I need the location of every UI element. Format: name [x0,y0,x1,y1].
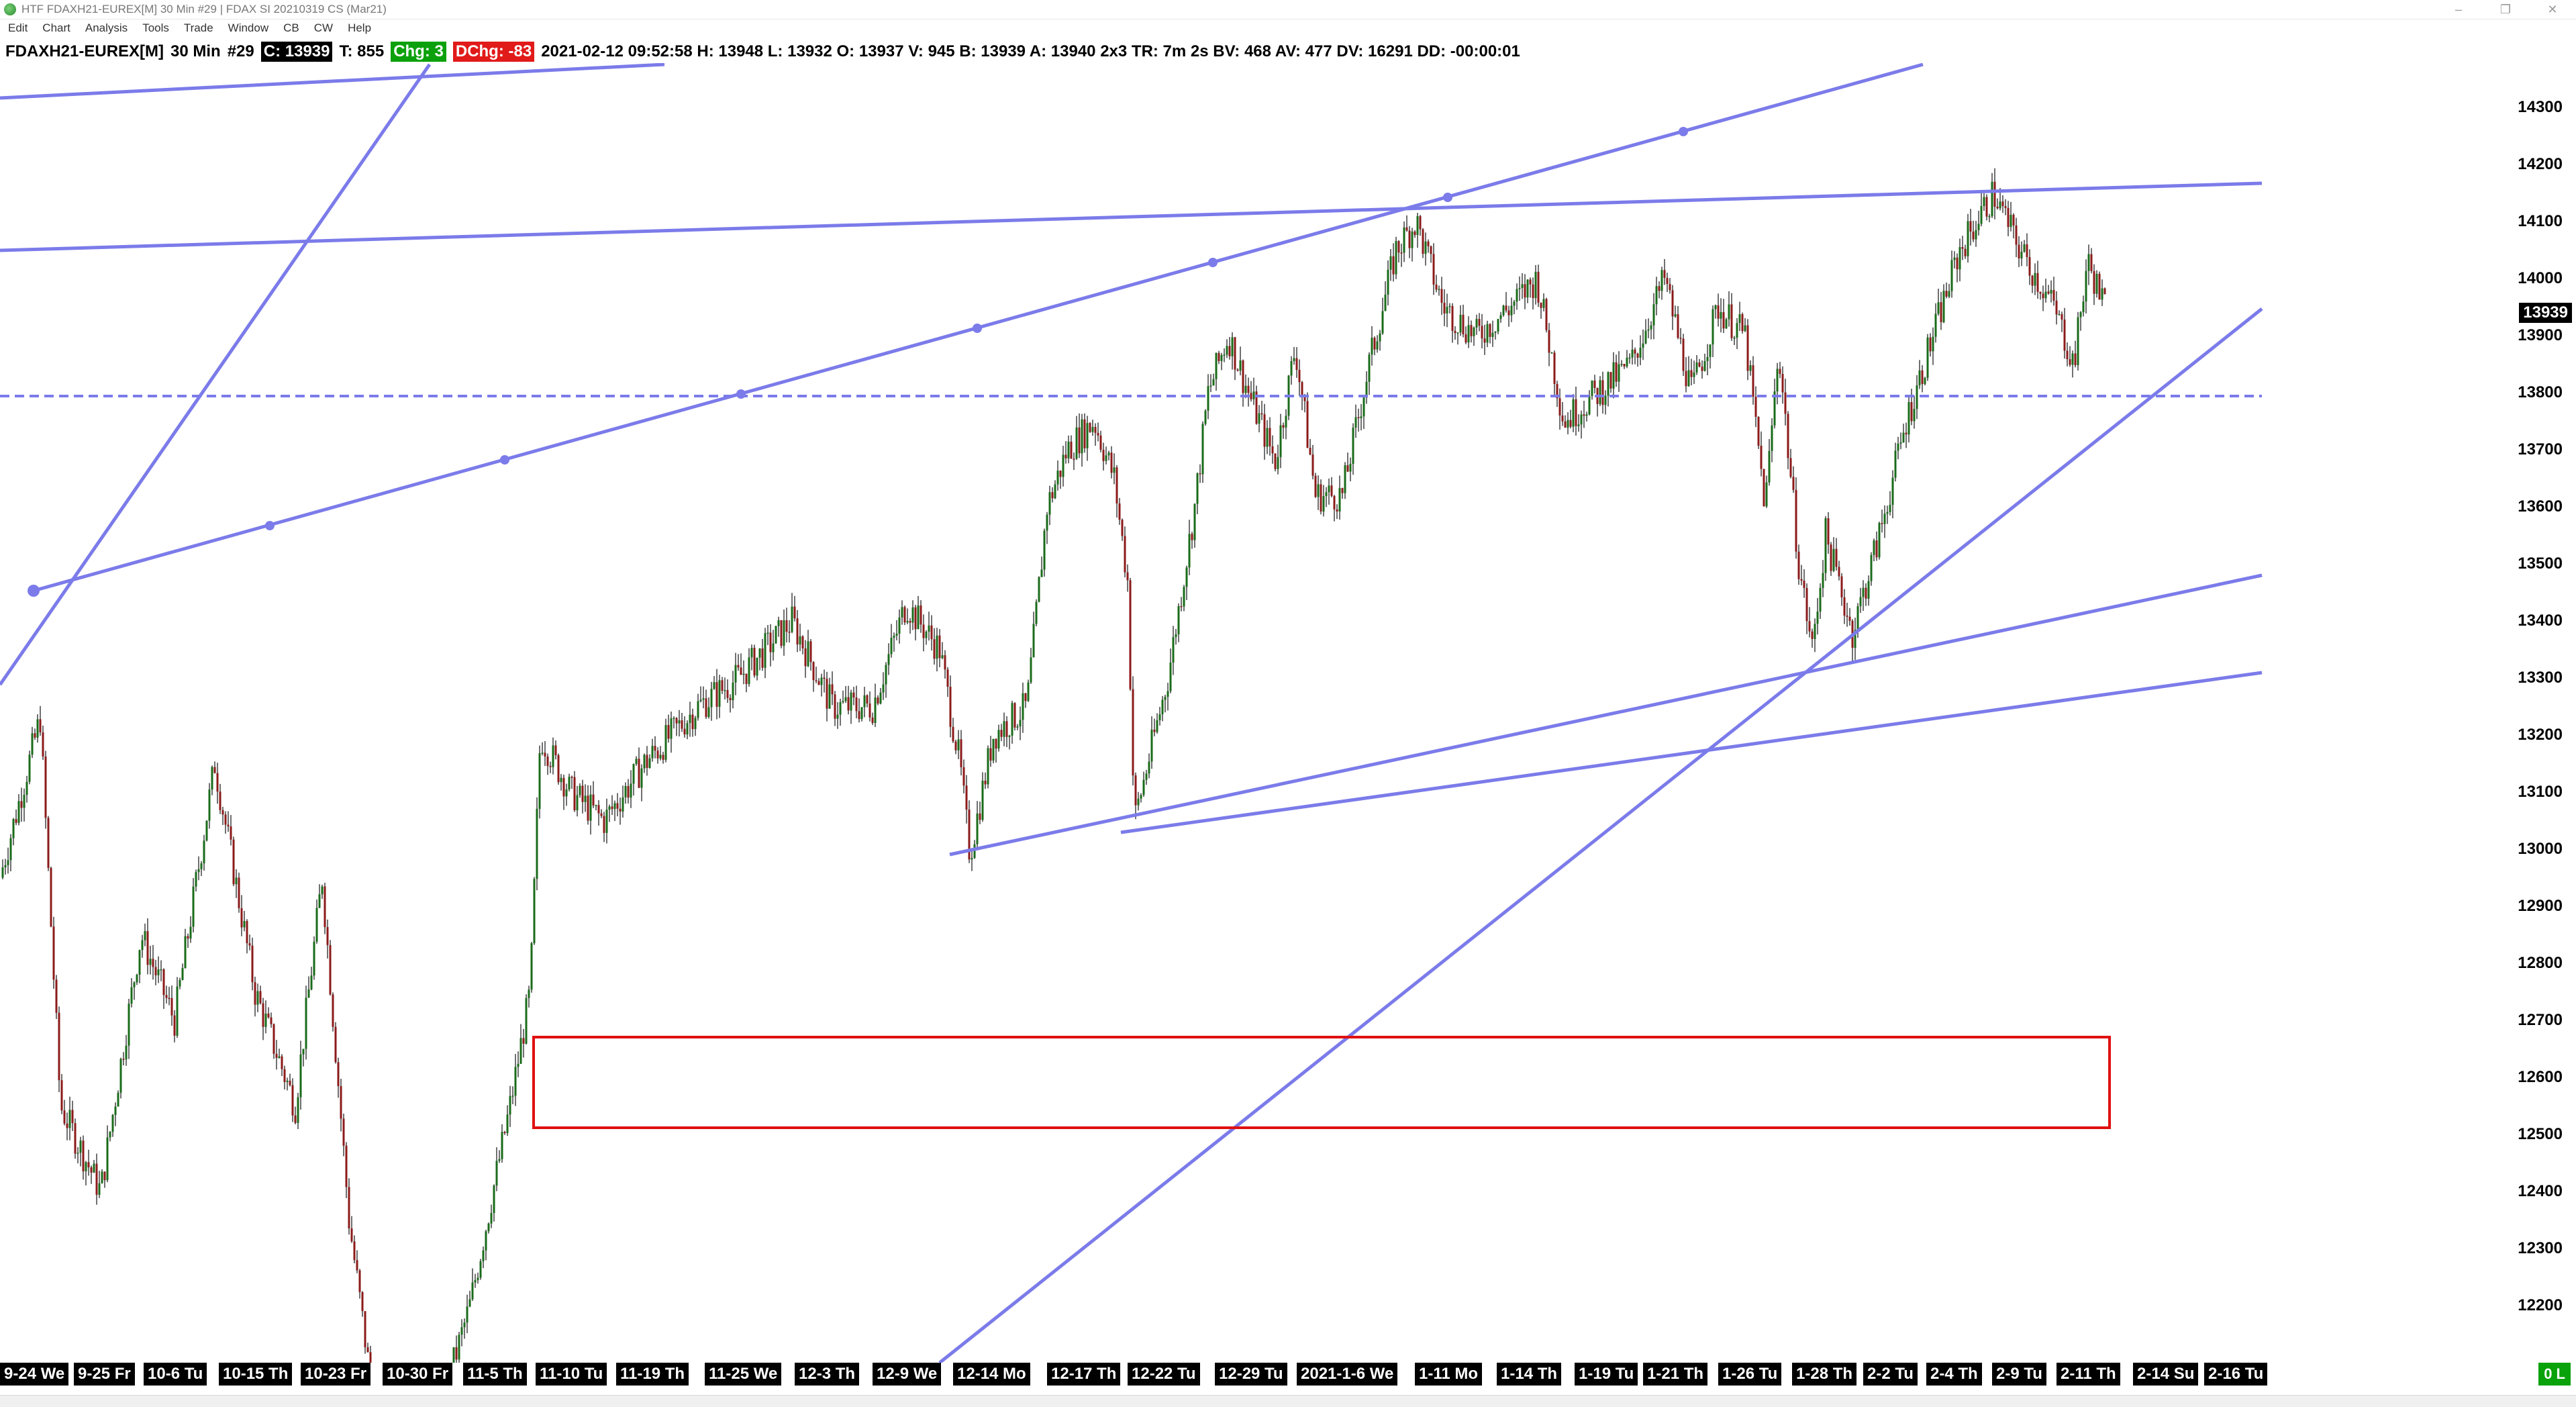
time-tick: 9-25 Fr [74,1363,135,1386]
close-price-badge: C: 13939 [260,42,333,62]
time-tick: 12-17 Th [1047,1363,1121,1386]
menu-tools[interactable]: Tools [142,21,169,34]
time-tick: 2-16 Tu [2204,1363,2268,1386]
trendline-resistance[interactable] [0,181,2263,252]
change-badge: Chg: 3 [391,42,446,62]
price-chart[interactable] [0,63,2576,1363]
price-tick: 13400 [2518,612,2563,630]
time-tick: 12-29 Tu [1215,1363,1287,1386]
time-tick: 10-6 Tu [144,1363,207,1386]
time-tick: 1-21 Th [1643,1363,1708,1386]
time-tick: 11-10 Tu [536,1363,607,1386]
channel-anchor-dot[interactable] [1443,193,1452,202]
price-tick: 14200 [2518,155,2563,173]
channel-anchor-dot[interactable] [28,585,40,597]
app-icon [4,3,16,15]
status-badge: 0 L [2538,1363,2571,1386]
time-tick: 2-11 Th [2057,1363,2120,1386]
chart-info-bar: FDAXH21-EUREX[M] 30 Min #29 C: 13939 T: … [0,40,1527,63]
channel-anchor-dot[interactable] [1208,258,1218,267]
price-tick: 13300 [2518,669,2563,687]
trendline-steep-left[interactable] [0,63,432,686]
chart-number-label: #29 [227,42,254,60]
price-tick: 13900 [2518,326,2563,344]
trendline-support-upper[interactable] [1120,671,2263,834]
price-tick: 13700 [2518,440,2563,458]
channel-anchor-dot[interactable] [736,389,746,399]
time-tick: 10-15 Th [219,1363,293,1386]
price-tick: 12200 [2518,1296,2563,1314]
price-tick: 14100 [2518,212,2563,230]
price-tick: 13200 [2518,726,2563,744]
menu-trade[interactable]: Trade [183,21,213,34]
time-tick: 1-19 Tu [1575,1363,1638,1386]
time-tick: 11-25 We [705,1363,782,1386]
price-tick: 13600 [2518,497,2563,516]
timeframe-label[interactable]: 30 Min [170,42,221,60]
window-title: HTF FDAXH21-EUREX[M] 30 Min #29 | FDAX S… [21,3,387,15]
minimize-button[interactable]: – [2455,2,2462,16]
price-tick: 12600 [2518,1068,2563,1086]
menu-cw[interactable]: CW [313,21,334,34]
candlestick-series [1,168,2106,1363]
trendline-support-lower[interactable] [949,573,2263,857]
price-tick: 12500 [2518,1125,2563,1143]
time-tick: 9-24 We [0,1363,69,1386]
menu-help[interactable]: Help [348,21,372,34]
time-tick: 12-22 Tu [1128,1363,1200,1386]
time-tick: 11-5 Th [463,1363,527,1386]
price-tick: 12700 [2518,1011,2563,1029]
channel-anchor-dot[interactable] [1679,127,1688,136]
time-tick: 2-2 Tu [1863,1363,1918,1386]
time-tick: 1-26 Tu [1718,1363,1782,1386]
trendline-top-left[interactable] [0,63,665,100]
time-tick: 2-4 Th [1926,1363,1982,1386]
time-tick: 1-11 Mo [1415,1363,1483,1386]
window-titlebar: HTF FDAXH21-EUREX[M] 30 Min #29 | FDAX S… [0,0,2576,19]
menu-edit[interactable]: Edit [8,21,28,34]
price-tick: 14000 [2518,269,2563,287]
tick-count-label: T: 855 [339,42,385,60]
time-tick: 2-9 Tu [1992,1363,2046,1386]
time-tick: 2-14 Su [2133,1363,2199,1386]
time-tick: 12-9 We [873,1363,942,1386]
trendline-long-support[interactable] [938,307,2263,1363]
price-tick: 12400 [2518,1182,2563,1200]
time-tick: 10-23 Fr [301,1363,371,1386]
price-tick: 13100 [2518,783,2563,801]
price-tick: 14300 [2518,98,2563,116]
time-tick: 12-3 Th [795,1363,860,1386]
menu-analysis[interactable]: Analysis [85,21,128,34]
time-tick: 1-14 Th [1497,1363,1562,1386]
time-axis[interactable]: 9-24 We 9-25 Fr 10-6 Tu 10-15 Th 10-23 F… [0,1363,2576,1391]
time-tick: 12-14 Mo [953,1363,1030,1386]
channel-anchor-dot[interactable] [265,521,275,530]
menu-bar: Edit Chart Analysis Tools Trade Window C… [0,19,2576,37]
channel-anchor-dot[interactable] [973,324,982,333]
channel-anchor-dot[interactable] [500,455,509,465]
daily-change-badge: DChg: -83 [452,42,535,62]
menu-cb[interactable]: CB [283,21,299,34]
menu-window[interactable]: Window [228,21,269,34]
restore-button[interactable]: ❐ [2499,2,2512,16]
time-tick: 10-30 Fr [383,1363,453,1386]
window-controls: – ❐ ✕ [2435,0,2576,19]
price-tick: 12300 [2518,1239,2563,1257]
price-tick: 13500 [2518,554,2563,573]
time-tick: 1-28 Th [1792,1363,1857,1386]
menu-chart[interactable]: Chart [42,21,70,34]
time-tick: 2021-1-6 We [1297,1363,1398,1386]
time-tick: 11-19 Th [616,1363,689,1386]
price-tick: 12800 [2518,954,2563,972]
bar-details-label: 2021-02-12 09:52:58 H: 13948 L: 13932 O:… [541,42,1520,60]
horizontal-scrollbar[interactable] [0,1395,2576,1407]
close-button[interactable]: ✕ [2547,2,2558,16]
price-zone-rectangle[interactable] [532,1036,2111,1129]
last-price-marker: 13939 [2519,303,2572,323]
symbol-label[interactable]: FDAXH21-EUREX[M] [5,42,164,60]
price-tick: 13800 [2518,383,2563,401]
price-tick: 12900 [2518,897,2563,915]
price-tick: 13000 [2518,840,2563,858]
